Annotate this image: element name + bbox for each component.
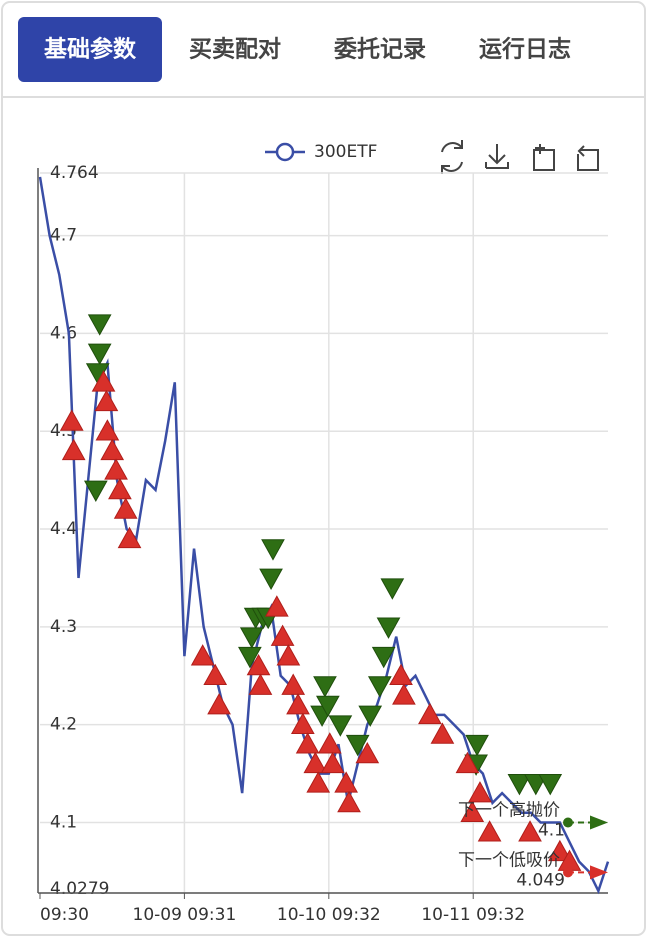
sell-marker: [465, 734, 489, 757]
x-tick-label: 10-11 09:32: [421, 905, 525, 925]
mark-line-start: [563, 817, 573, 828]
buy-marker: [270, 624, 295, 646]
buy-marker: [548, 839, 572, 862]
mark-line-arrow: [590, 815, 608, 830]
sell-marker: [371, 646, 396, 669]
buy-marker: [113, 497, 138, 519]
tab[interactable]: 基础参数: [44, 36, 137, 63]
tab[interactable]: 委托记录: [333, 37, 426, 63]
zoom-back-icon[interactable]: [577, 145, 599, 171]
active-tab-bg[interactable]: [18, 17, 162, 82]
buy-marker: [337, 790, 361, 813]
x-tick-label: 10-10 09:32: [277, 905, 381, 925]
buy-marker: [317, 732, 342, 754]
buy-marker: [246, 653, 271, 676]
sell-marker: [313, 676, 337, 698]
mark-line-start: [563, 867, 573, 878]
buy-marker: [418, 702, 442, 725]
buy-marker: [59, 409, 84, 431]
x-tick-label: 09:30: [40, 905, 89, 925]
sell-marker: [259, 568, 283, 590]
mark-line-label: 下一个高抛价: [458, 800, 560, 820]
sell-marker: [376, 617, 401, 639]
sell-marker: [507, 774, 532, 796]
sell-marker: [238, 646, 262, 669]
legend-label: 300ETF: [314, 142, 377, 162]
sell-marker: [345, 734, 370, 757]
buy-marker: [203, 663, 228, 686]
buy-marker: [108, 477, 132, 500]
buy-marker: [95, 419, 120, 441]
buy-marker: [460, 800, 485, 822]
buy-marker: [303, 751, 328, 774]
y-tick-label: 4.764: [50, 163, 99, 183]
buy-marker: [104, 458, 128, 480]
buy-marker: [264, 595, 289, 617]
sell-marker: [239, 627, 264, 649]
buy-marker: [91, 370, 116, 392]
buy-marker: [61, 438, 86, 461]
buy-marker: [392, 683, 416, 705]
buy-marker: [518, 820, 542, 842]
buy-marker: [295, 732, 320, 754]
sell-marker: [316, 695, 340, 718]
sell-marker: [83, 480, 108, 502]
sell-marker: [538, 774, 563, 796]
buy-marker: [389, 663, 413, 686]
mark-line-label: 下一个低吸价: [458, 850, 560, 870]
tab[interactable]: 买卖配对: [189, 37, 281, 63]
buy-marker: [455, 751, 480, 774]
y-tick-label: 4.2: [50, 715, 77, 735]
zoom-icon[interactable]: [533, 144, 555, 171]
buy-marker: [334, 771, 358, 793]
buy-marker: [281, 673, 306, 695]
buy-marker: [430, 722, 455, 744]
x-tick-label: 10-09 09:31: [133, 905, 237, 925]
sell-marker: [523, 774, 548, 796]
buy-marker: [477, 820, 502, 842]
buy-marker: [320, 751, 345, 774]
y-tick-label: 4.4: [50, 519, 77, 539]
buy-marker: [248, 673, 273, 695]
buy-marker: [306, 771, 331, 793]
y-tick-label: 4.7: [50, 226, 77, 246]
mark-line-arrow: [590, 865, 608, 880]
buy-marker: [207, 693, 231, 715]
buy-marker: [94, 389, 119, 412]
tab[interactable]: 运行日志: [479, 36, 571, 63]
restore-icon[interactable]: [441, 140, 463, 174]
mark-line-value: 4.049: [516, 870, 565, 890]
sell-marker: [358, 705, 383, 727]
toolbox: [441, 140, 599, 174]
buy-marker: [468, 781, 492, 803]
buy-marker: [117, 526, 142, 549]
mark-line-value: 4.1: [538, 820, 565, 840]
sell-marker: [328, 715, 353, 737]
download-icon[interactable]: [485, 144, 509, 169]
buy-marker: [290, 712, 315, 734]
sell-marker: [261, 539, 285, 561]
sell-marker: [367, 676, 392, 698]
y-tick-label: 4.1: [50, 812, 77, 832]
sell-marker: [87, 343, 112, 366]
buy-marker: [100, 438, 125, 461]
buy-marker: [190, 644, 215, 666]
y-tick-label: 4.3: [50, 617, 77, 637]
buy-marker: [276, 644, 301, 666]
sell-marker: [87, 314, 112, 336]
y-tick-label: 4.0279: [50, 879, 109, 899]
buy-marker: [286, 693, 310, 715]
sell-marker: [380, 578, 405, 600]
y-tick-label: 4.6: [50, 323, 77, 343]
legend-symbol: [275, 142, 295, 162]
buy-marker: [355, 741, 380, 764]
